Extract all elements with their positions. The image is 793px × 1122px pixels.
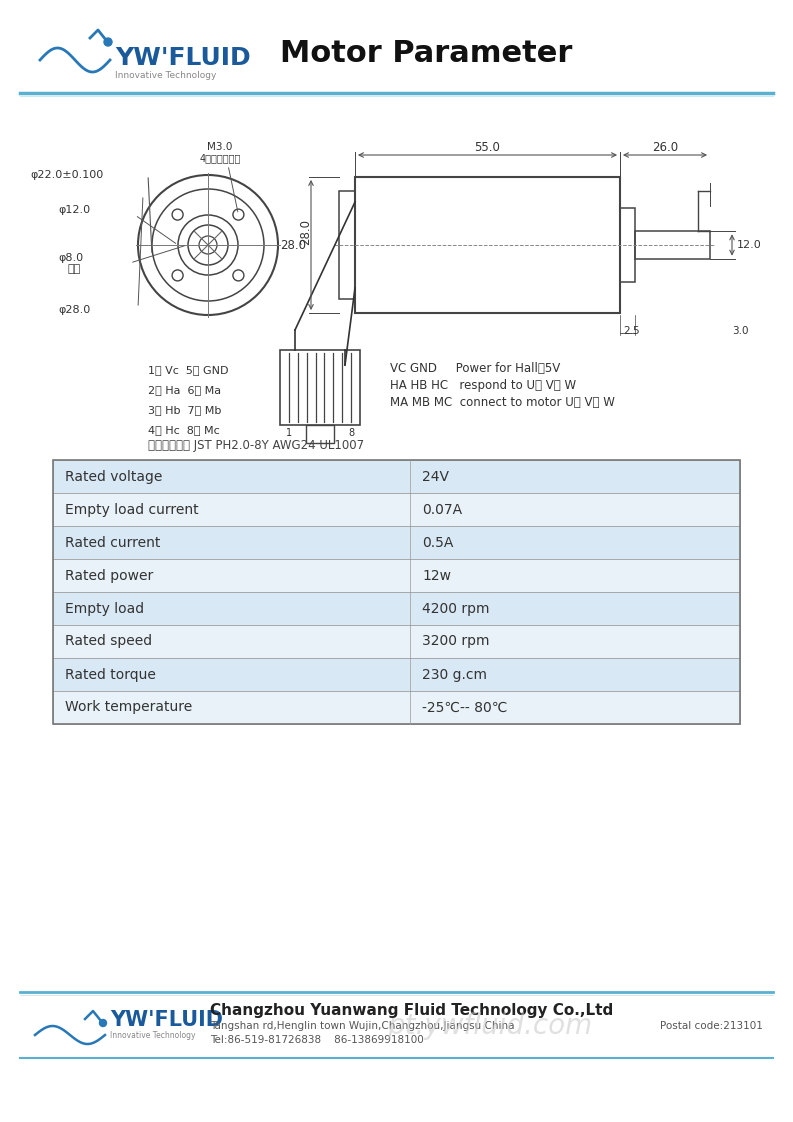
- Text: Innovative Technology: Innovative Technology: [115, 71, 216, 80]
- Circle shape: [104, 38, 112, 46]
- Text: φ28.0: φ28.0: [58, 305, 90, 315]
- Text: φ22.0±0.100: φ22.0±0.100: [30, 171, 103, 180]
- Bar: [53, 493, 740, 526]
- Bar: [306, 425, 334, 443]
- Bar: [620, 208, 635, 283]
- Bar: [53, 460, 740, 493]
- Text: φ8.0: φ8.0: [58, 252, 83, 263]
- Bar: [53, 691, 740, 724]
- Text: 4200 rpm: 4200 rpm: [422, 601, 490, 616]
- Text: YW'FLUID: YW'FLUID: [115, 46, 251, 70]
- Text: 12.0: 12.0: [737, 240, 762, 250]
- Text: 0.07A: 0.07A: [422, 503, 462, 516]
- Text: 0.5A: 0.5A: [422, 535, 454, 550]
- Text: Rated power: Rated power: [65, 569, 153, 582]
- Text: YW'FLUID: YW'FLUID: [110, 1010, 223, 1030]
- Text: Rated voltage: Rated voltage: [65, 469, 163, 484]
- Text: 8: 8: [348, 427, 354, 438]
- Bar: [53, 657, 740, 691]
- Text: Rated current: Rated current: [65, 535, 160, 550]
- Text: Empty load current: Empty load current: [65, 503, 198, 516]
- Text: Rated speed: Rated speed: [65, 635, 152, 649]
- Text: HA HB HC   respond to U， V， W: HA HB HC respond to U， V， W: [390, 378, 577, 392]
- Bar: [53, 625, 740, 657]
- Text: Postal code:213101: Postal code:213101: [660, 1021, 763, 1031]
- Text: M3.0: M3.0: [207, 142, 232, 151]
- Text: 230 g.cm: 230 g.cm: [422, 668, 487, 681]
- Text: 2： Ha  6： Ma: 2： Ha 6： Ma: [148, 385, 221, 395]
- Bar: [53, 526, 740, 559]
- Circle shape: [99, 1020, 106, 1027]
- Text: 28.0: 28.0: [300, 219, 312, 245]
- Text: 4个均布、打穿: 4个均布、打穿: [199, 153, 241, 163]
- Text: Motor Parameter: Motor Parameter: [280, 38, 573, 67]
- Text: 12w: 12w: [422, 569, 451, 582]
- Text: 28.0: 28.0: [280, 239, 306, 251]
- Text: Rated torque: Rated torque: [65, 668, 156, 681]
- Text: 穿孔: 穿孔: [68, 264, 81, 274]
- Bar: [53, 592, 740, 625]
- Text: Innovative Technology: Innovative Technology: [110, 1030, 196, 1039]
- Text: 引出线接口： JST PH2.0-8Y AWG24 UL1007: 引出线接口： JST PH2.0-8Y AWG24 UL1007: [148, 439, 364, 451]
- Bar: [635, 231, 710, 258]
- Text: 24V: 24V: [422, 469, 450, 484]
- Text: 26.0: 26.0: [652, 140, 678, 154]
- Text: 3： Hb  7： Mb: 3： Hb 7： Mb: [148, 405, 221, 415]
- Text: Tangshan rd,Henglin town Wujin,Changzhou,Jiangsu China: Tangshan rd,Henglin town Wujin,Changzhou…: [210, 1021, 515, 1031]
- Text: 1： Vc  5： GND: 1： Vc 5： GND: [148, 365, 228, 375]
- Text: Work temperature: Work temperature: [65, 700, 192, 715]
- Text: φ12.0: φ12.0: [58, 205, 90, 215]
- Text: 55.0: 55.0: [474, 140, 500, 154]
- Bar: [53, 559, 740, 592]
- Text: 2.5: 2.5: [623, 327, 640, 335]
- Text: MA MB MC  connect to motor U， V， W: MA MB MC connect to motor U， V， W: [390, 395, 615, 408]
- Text: 1: 1: [285, 427, 292, 438]
- Bar: [53, 460, 740, 724]
- Bar: [355, 177, 620, 313]
- Bar: [280, 350, 360, 425]
- Bar: [339, 191, 355, 300]
- Text: Changzhou Yuanwang Fluid Technology Co.,Ltd: Changzhou Yuanwang Fluid Technology Co.,…: [210, 1002, 613, 1018]
- Text: 3200 rpm: 3200 rpm: [422, 635, 490, 649]
- Text: 3.0: 3.0: [732, 327, 749, 335]
- Text: 4： Hc  8： Mc: 4： Hc 8： Mc: [148, 425, 220, 435]
- Text: Tel:86-519-81726838    86-13869918100: Tel:86-519-81726838 86-13869918100: [210, 1034, 423, 1045]
- Text: -25℃-- 80℃: -25℃-- 80℃: [422, 700, 508, 715]
- Text: Empty load: Empty load: [65, 601, 144, 616]
- Text: VC GND     Power for Hall，5V: VC GND Power for Hall，5V: [390, 361, 560, 375]
- Text: pt.ywfluid.com: pt.ywfluid.com: [388, 1012, 592, 1040]
